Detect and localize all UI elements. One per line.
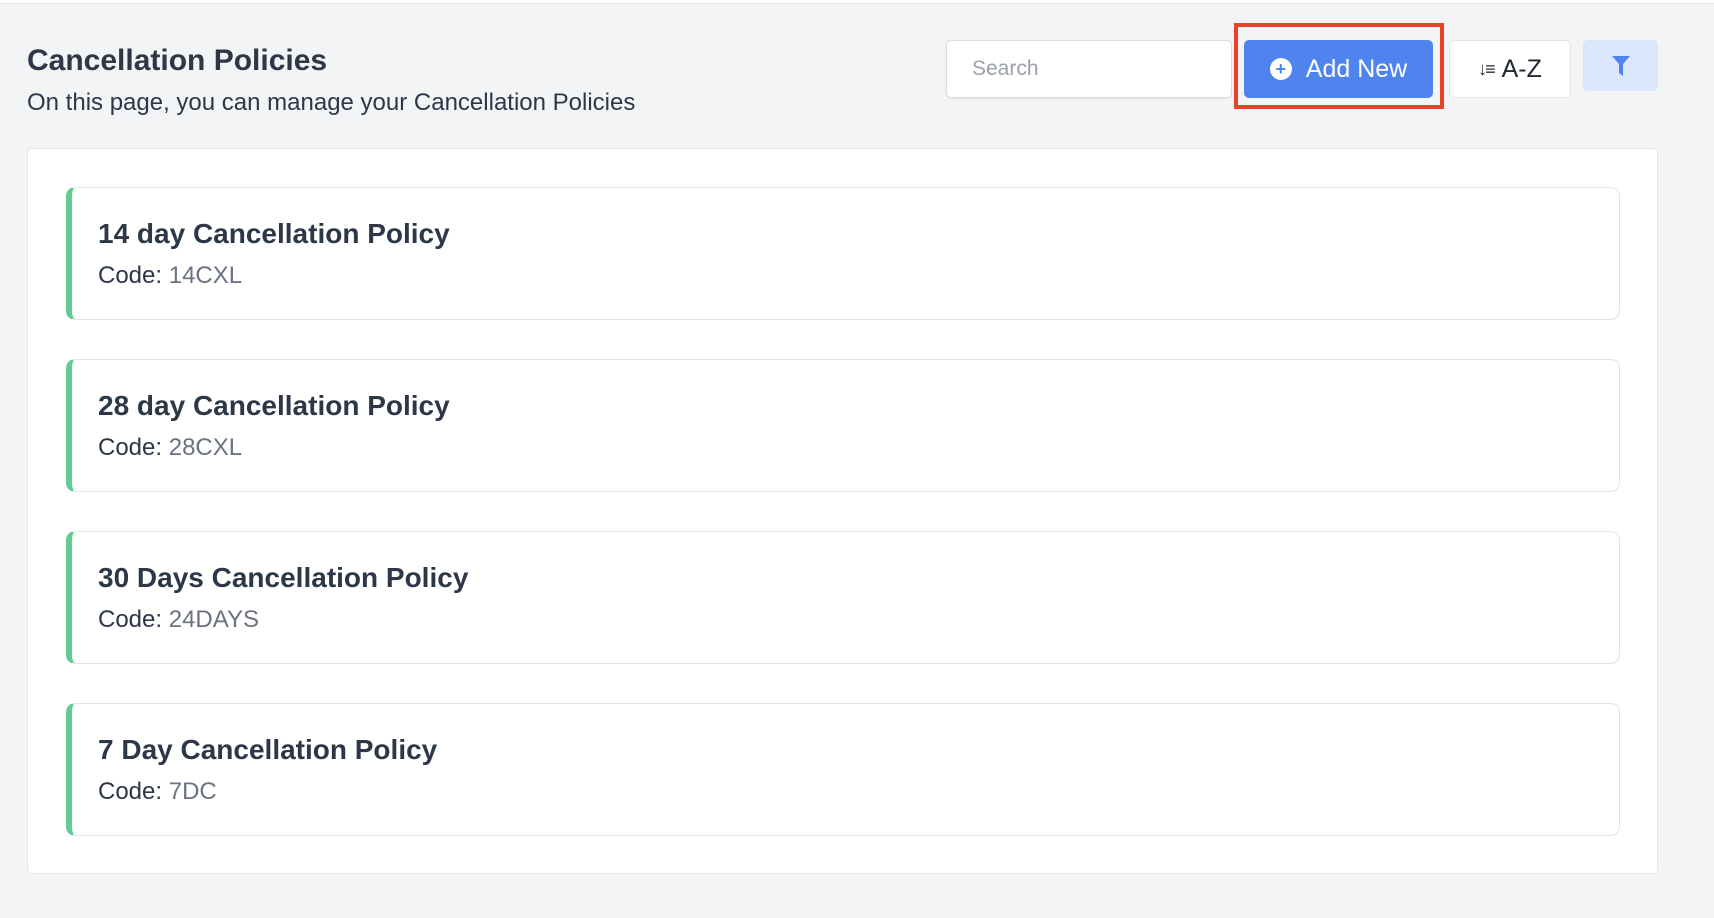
sort-button[interactable]: ↓≡ A-Z	[1449, 40, 1571, 98]
filter-funnel-icon	[1611, 55, 1630, 76]
policy-code: Code: 24DAYS	[98, 606, 259, 634]
policy-code: Code: 28CXL	[98, 434, 242, 462]
policy-card[interactable]: 28 day Cancellation Policy Code: 28CXL	[66, 359, 1620, 492]
policy-name: 28 day Cancellation Policy	[98, 390, 450, 421]
policy-card[interactable]: 30 Days Cancellation Policy Code: 24DAYS	[66, 531, 1620, 664]
search-input[interactable]	[946, 40, 1232, 98]
policy-code: Code: 7DC	[98, 778, 217, 806]
policy-card[interactable]: 14 day Cancellation Policy Code: 14CXL	[66, 187, 1620, 320]
code-label: Code:	[98, 778, 163, 805]
policy-name: 14 day Cancellation Policy	[98, 218, 450, 249]
top-border	[0, 0, 1714, 4]
policy-code: Code: 14CXL	[98, 262, 242, 290]
code-value: 14CXL	[168, 262, 243, 289]
code-label: Code:	[98, 262, 163, 289]
code-value: 7DC	[168, 778, 217, 805]
add-new-label: Add New	[1305, 54, 1408, 83]
policy-name: 7 Day Cancellation Policy	[98, 734, 438, 765]
policies-panel: 14 day Cancellation Policy Code: 14CXL 2…	[27, 148, 1658, 874]
code-label: Code:	[98, 606, 163, 633]
filter-button[interactable]	[1583, 40, 1658, 91]
plus-circle-icon: +	[1269, 58, 1292, 80]
sort-descending-icon: ↓≡	[1478, 58, 1495, 79]
policy-card[interactable]: 7 Day Cancellation Policy Code: 7DC	[66, 703, 1620, 836]
code-value: 28CXL	[168, 434, 243, 461]
page-subtitle: On this page, you can manage your Cancel…	[27, 89, 636, 116]
highlight-box	[1234, 23, 1444, 109]
page-title: Cancellation Policies	[27, 44, 328, 77]
code-value: 24DAYS	[168, 606, 259, 633]
policy-name: 30 Days Cancellation Policy	[98, 562, 469, 593]
add-new-button[interactable]: + Add New	[1244, 40, 1433, 98]
sort-label: A-Z	[1501, 54, 1542, 83]
code-label: Code:	[98, 434, 163, 461]
